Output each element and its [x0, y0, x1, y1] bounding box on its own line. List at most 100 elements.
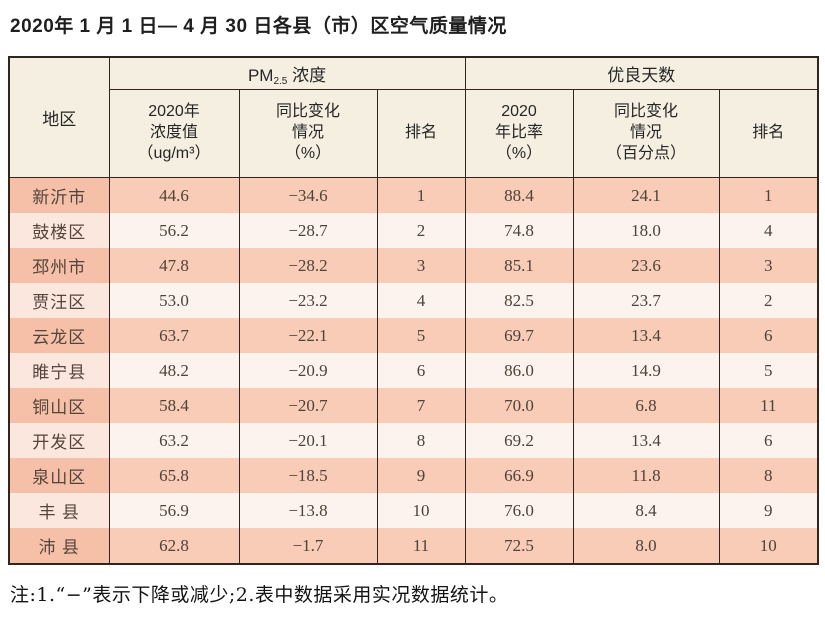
pm-value-cell: 63.7: [108, 318, 240, 353]
day-rank-column-header: 排名: [718, 89, 819, 178]
pm-value-cell: 56.9: [108, 493, 240, 528]
region-cell: 邳州市: [8, 248, 110, 283]
pm25-label-suffix: 浓度: [287, 65, 327, 85]
day-rank-cell: 4: [718, 213, 819, 248]
region-cell: 泉山区: [8, 458, 110, 493]
table-row: 丰 县 56.9 −13.8 10 76.0 8.4 9: [8, 493, 819, 528]
pm-rank-cell: 1: [376, 177, 466, 213]
day-ratio-cell: 70.0: [464, 388, 574, 423]
table-row: 沛 县 62.8 −1.7 11 72.5 8.0 10: [8, 528, 819, 564]
pm-value-cell: 44.6: [108, 177, 240, 213]
day-rank-cell: 6: [718, 423, 819, 458]
day-ratio-cell: 74.8: [464, 213, 574, 248]
pm-rank-cell: 7: [376, 388, 466, 423]
pm-rank-cell: 10: [376, 493, 466, 528]
pm-value-cell: 48.2: [108, 353, 240, 388]
pm-change-header-line2: 情况: [291, 124, 324, 142]
day-change-cell: 18.0: [572, 213, 720, 248]
day-change-cell: 11.8: [572, 458, 720, 493]
pm-rank-cell: 3: [376, 248, 466, 283]
day-ratio-cell: 85.1: [464, 248, 574, 283]
region-cell: 开发区: [8, 423, 110, 458]
pm-value-column-header: 2020年 浓度值 （ug/m³）: [108, 89, 240, 178]
air-quality-table: 地区 PM2.5 浓度 优良天数 2020年 浓度值 （ug/m³） 同比变化 …: [8, 56, 820, 565]
day-change-cell: 13.4: [572, 423, 720, 458]
pm-value-header-line2: 浓度值: [149, 124, 198, 142]
pm-rank-cell: 4: [376, 283, 466, 318]
region-cell: 铜山区: [8, 388, 110, 423]
pm-change-cell: −18.5: [238, 458, 378, 493]
day-ratio-cell: 82.5: [464, 283, 574, 318]
day-change-header-line2: 情况: [630, 124, 663, 142]
pm-change-cell: −28.2: [238, 248, 378, 283]
table-row: 开发区 63.2 −20.1 8 69.2 13.4 6: [8, 423, 819, 458]
pm-rank-column-header: 排名: [376, 89, 466, 178]
day-ratio-cell: 69.2: [464, 423, 574, 458]
pm-rank-cell: 9: [376, 458, 466, 493]
day-rank-cell: 6: [718, 318, 819, 353]
pm-value-cell: 62.8: [108, 528, 240, 564]
day-change-header-line3: （百分点）: [606, 144, 687, 162]
sub-header-row: 2020年 浓度值 （ug/m³） 同比变化 情况 （%） 排名 2020 年比…: [9, 89, 819, 178]
pm-change-cell: −34.6: [238, 177, 378, 213]
day-rank-cell: 10: [718, 528, 819, 564]
pm-value-cell: 47.8: [108, 248, 240, 283]
day-ratio-cell: 76.0: [464, 493, 574, 528]
region-column-header: 地区: [8, 57, 110, 178]
pm-value-header-line1: 2020年: [148, 103, 200, 121]
pm-rank-cell: 5: [376, 318, 466, 353]
table-row: 邳州市 47.8 −28.2 3 85.1 23.6 3: [8, 248, 819, 283]
day-ratio-column-header: 2020 年比率 （%）: [464, 89, 574, 178]
day-ratio-header-line2: 年比率: [495, 124, 544, 142]
page-title: 2020年 1 月 1 日— 4 月 30 日各县（市）区空气质量情况: [10, 16, 507, 37]
day-ratio-header-line3: （%）: [495, 144, 543, 162]
pm-value-header-line3: （ug/m³）: [137, 144, 211, 162]
pm-change-cell: −13.8: [238, 493, 378, 528]
day-ratio-cell: 66.9: [464, 458, 574, 493]
region-cell: 新沂市: [8, 177, 110, 213]
day-ratio-header-line1: 2020: [501, 103, 537, 121]
pm-change-cell: −20.7: [238, 388, 378, 423]
day-ratio-cell: 69.7: [464, 318, 574, 353]
table-row: 贾汪区 53.0 −23.2 4 82.5 23.7 2: [8, 283, 819, 318]
pm-change-cell: −23.2: [238, 283, 378, 318]
day-change-cell: 8.0: [572, 528, 720, 564]
day-rank-cell: 8: [718, 458, 819, 493]
table-row: 铜山区 58.4 −20.7 7 70.0 6.8 11: [8, 388, 819, 423]
region-cell: 云龙区: [8, 318, 110, 353]
pm-change-cell: −20.1: [238, 423, 378, 458]
good-days-group-header: 优良天数: [464, 57, 819, 90]
region-cell: 沛 县: [8, 528, 110, 564]
table-row: 云龙区 63.7 −22.1 5 69.7 13.4 6: [8, 318, 819, 353]
region-cell: 鼓楼区: [8, 213, 110, 248]
pm25-label-prefix: PM: [247, 65, 274, 85]
pm-rank-cell: 6: [376, 353, 466, 388]
day-ratio-cell: 88.4: [464, 177, 574, 213]
pm-change-column-header: 同比变化 情况 （%）: [238, 89, 378, 178]
day-rank-cell: 2: [718, 283, 819, 318]
day-rank-cell: 3: [718, 248, 819, 283]
table-row: 泉山区 65.8 −18.5 9 66.9 11.8 8: [8, 458, 819, 493]
day-change-column-header: 同比变化 情况 （百分点）: [572, 89, 720, 178]
day-change-header-line1: 同比变化: [614, 103, 679, 121]
pm-value-cell: 58.4: [108, 388, 240, 423]
table-body: 新沂市 44.6 −34.6 1 88.4 24.1 1 鼓楼区 56.2 −2…: [8, 177, 819, 564]
group-header-row: 地区 PM2.5 浓度 优良天数: [8, 57, 819, 178]
day-change-cell: 14.9: [572, 353, 720, 388]
table-header: 地区 PM2.5 浓度 优良天数 2020年 浓度值 （ug/m³） 同比变化 …: [8, 57, 819, 178]
pm-change-cell: −20.9: [238, 353, 378, 388]
pm-change-header-line3: （%）: [284, 144, 332, 162]
day-change-cell: 6.8: [572, 388, 720, 423]
day-change-cell: 23.7: [572, 283, 720, 318]
pm-rank-cell: 8: [376, 423, 466, 458]
table-row: 睢宁县 48.2 −20.9 6 86.0 14.9 5: [8, 353, 819, 388]
pm-change-cell: −22.1: [238, 318, 378, 353]
day-change-cell: 24.1: [572, 177, 720, 213]
day-ratio-cell: 72.5: [464, 528, 574, 564]
table-footnote: 注:1.“−”表示下降或减少;2.表中数据采用实况数据统计。: [10, 584, 509, 606]
pm-value-cell: 63.2: [108, 423, 240, 458]
pm-value-cell: 65.8: [108, 458, 240, 493]
pm25-group-header: PM2.5 浓度: [108, 57, 466, 90]
region-cell: 贾汪区: [8, 283, 110, 318]
